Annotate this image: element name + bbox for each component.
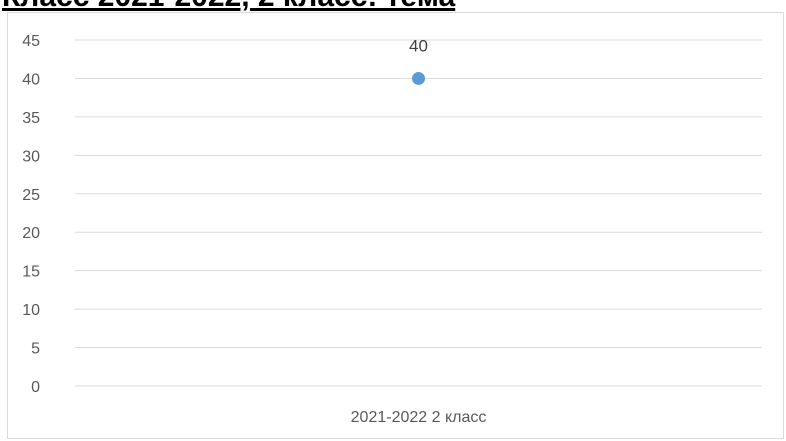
page-heading: Класс 2021-2022, 2 класс: тема bbox=[2, 0, 455, 12]
y-tick-label: 10 bbox=[22, 302, 40, 319]
y-tick-label: 35 bbox=[22, 110, 40, 127]
chart-frame bbox=[7, 12, 784, 439]
y-tick-label: 30 bbox=[22, 148, 40, 165]
y-tick-label: 5 bbox=[31, 341, 40, 358]
x-category-label: 2021-2022 2 класс bbox=[351, 409, 487, 426]
y-tick-label: 0 bbox=[31, 379, 40, 396]
y-tick-label: 25 bbox=[22, 187, 40, 204]
data-label: 40 bbox=[409, 36, 428, 55]
page-heading-strip: Класс 2021-2022, 2 класс: тема bbox=[0, 0, 470, 12]
data-point bbox=[412, 71, 425, 85]
y-tick-label: 40 bbox=[22, 71, 40, 88]
y-tick-label: 15 bbox=[22, 264, 40, 281]
y-tick-label: 45 bbox=[22, 33, 40, 50]
y-tick-label: 20 bbox=[22, 225, 40, 242]
